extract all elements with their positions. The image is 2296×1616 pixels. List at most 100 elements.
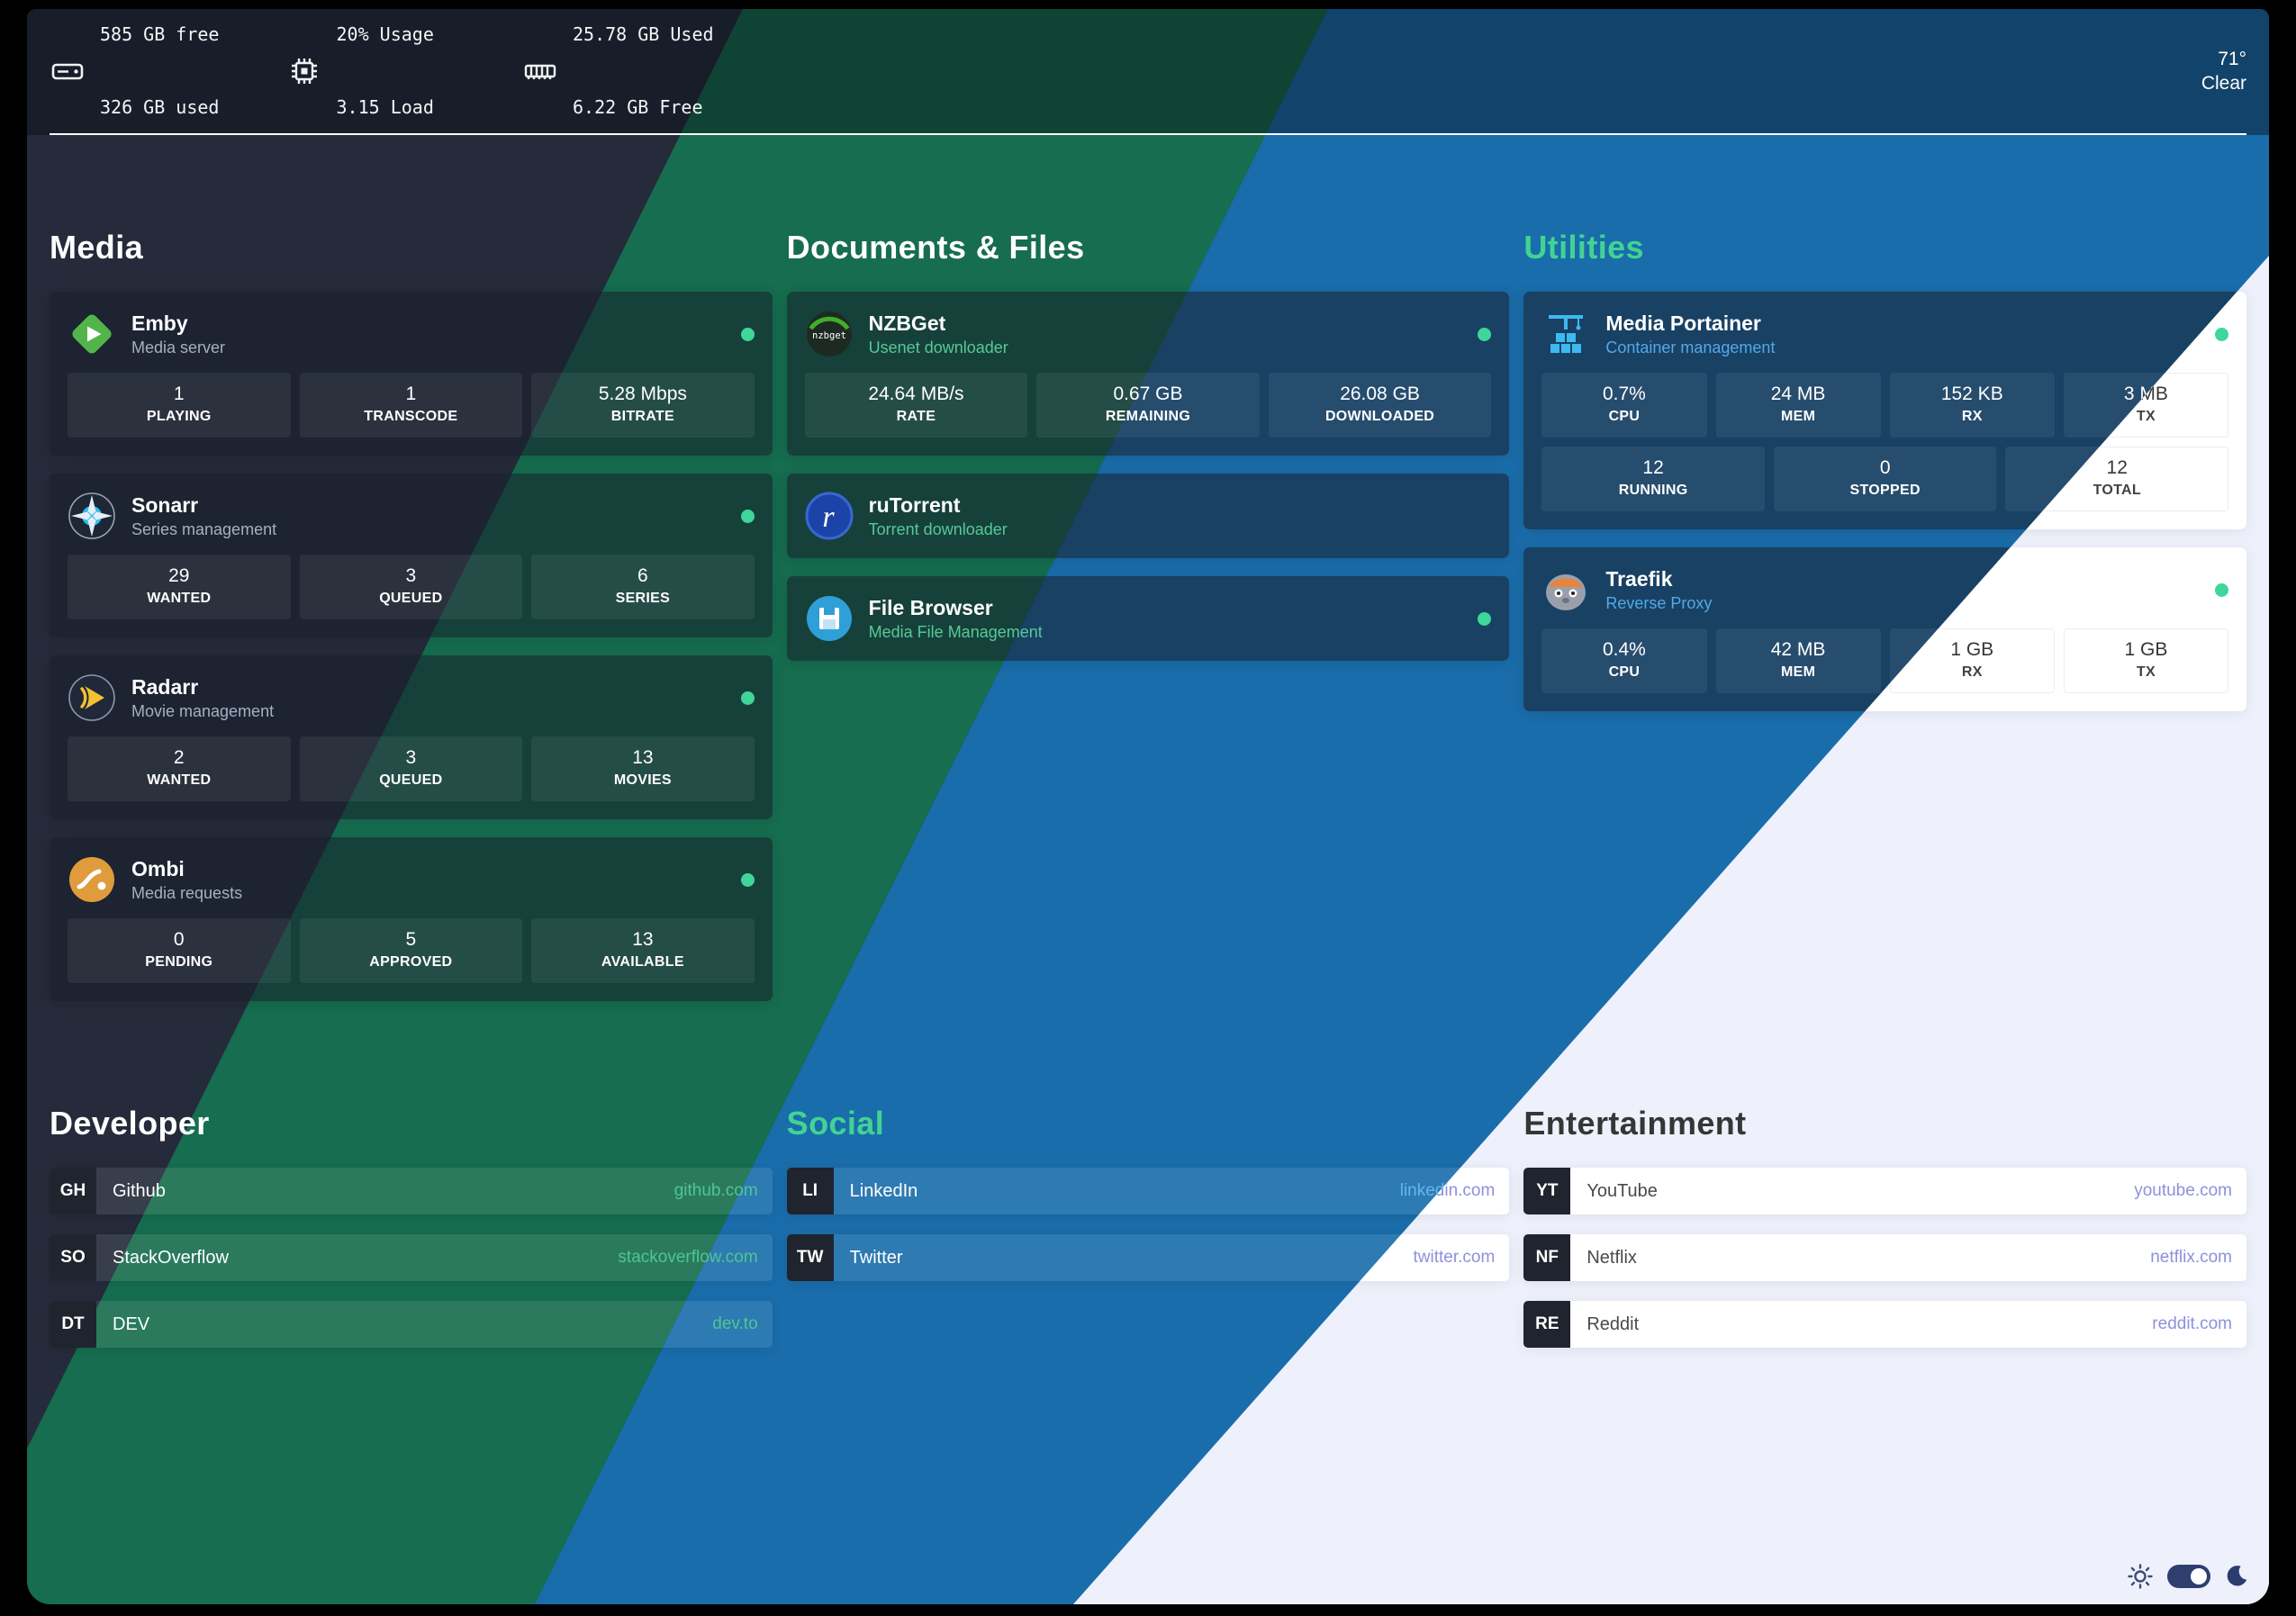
light-theme-sun-icon — [2127, 1563, 2154, 1590]
stat-label: DOWNLOADED — [1324, 409, 1435, 424]
section-documents: Documents & Files nzbget NZBGet Usenet d… — [786, 229, 1510, 679]
link-name: DEV — [113, 1314, 150, 1334]
stat-value: 0 — [173, 929, 185, 950]
service-name: Radarr — [131, 675, 199, 699]
stat-label: APPROVED — [369, 954, 453, 970]
stat-label: WANTED — [147, 591, 212, 606]
service-subtitle: Media File Management — [868, 623, 1043, 641]
stat-box: 6 SERIES — [531, 555, 755, 619]
section-title-utilities: Utilities — [1523, 229, 1644, 266]
stat-box: 13 MOVIES — [531, 736, 755, 801]
stat-box: 0.7% CPU — [1541, 373, 1707, 438]
stat-label: RX — [1961, 664, 1983, 680]
stat-box: 5.28 Mbps BITRATE — [531, 373, 755, 438]
dev-abbr-badge: DT — [50, 1301, 96, 1348]
link-netflix: NF Netflix netflix.com — [1523, 1234, 2246, 1281]
stat-value: 152 KB — [1940, 384, 2003, 404]
theme-toggle — [2167, 1565, 2210, 1588]
svg-text:nzbget: nzbget — [812, 330, 846, 341]
section-media: Media Emby Media server 1 PLAYING — [50, 229, 773, 1019]
stat-value: 1 — [405, 384, 417, 404]
status-online-dot — [740, 327, 755, 341]
stat-label: PENDING — [145, 954, 213, 970]
stat-box: 13 AVAILABLE — [531, 918, 755, 983]
cpu-usage: 20% Usage — [336, 23, 434, 45]
link-github[interactable]: GH Github github.com — [50, 1168, 773, 1214]
theme-switcher — [2127, 1563, 2249, 1590]
stat-value: 1 GB — [1950, 639, 1994, 660]
link-linkedin[interactable]: LI LinkedIn linkedin.com — [786, 1168, 1510, 1214]
stat-label: BITRATE — [610, 409, 674, 424]
section-title-media: Media — [50, 229, 144, 266]
stat-box: 152 KB RX — [1889, 373, 2055, 438]
weather-widget: 71° Clear — [2185, 47, 2246, 106]
github-abbr-badge: GH — [50, 1168, 96, 1214]
stat-label: MEM — [1780, 409, 1816, 424]
service-card-nzbget[interactable]: nzbget NZBGet Usenet downloader 24.64 MB… — [786, 292, 1510, 456]
service-card-rutorrent[interactable]: r ruTorrent Torrent downloader — [786, 474, 1510, 558]
section-title-entertainment: Entertainment — [1523, 1105, 1747, 1142]
ombi-logo-icon — [68, 855, 116, 904]
memory-stat: 25.78 GB Used 6.22 GB Free — [522, 9, 714, 168]
cpu-icon — [286, 53, 322, 89]
stat-label: RATE — [896, 409, 936, 424]
reddit-abbr-badge: RE — [1523, 1301, 1571, 1348]
service-card-sonarr[interactable]: Sonarr Series management 29 WANTED 3 QUEUE… — [50, 474, 773, 637]
stat-value: 0.7% — [1602, 384, 1646, 404]
section-title-documents: Documents & Files — [786, 229, 1085, 266]
memory-free: 6.22 GB Free — [573, 96, 703, 118]
weather-condition: Clear — [2201, 73, 2246, 94]
stat-value: 1 — [173, 384, 185, 404]
stat-value: 0 — [1879, 457, 1891, 478]
stat-label: TX — [2136, 664, 2156, 680]
stat-label: TRANSCODE — [364, 409, 458, 424]
service-name: Media Portainer — [1605, 311, 1761, 335]
link-url: github.com — [673, 1181, 758, 1200]
stat-label: STOPPED — [1849, 483, 1921, 498]
section-title-social: Social — [786, 1105, 885, 1142]
link-name: YouTube — [1586, 1180, 1658, 1201]
stat-label: CPU — [1608, 664, 1641, 680]
status-online-dot — [2215, 327, 2228, 341]
service-card-emby[interactable]: Emby Media server 1 PLAYING 1 TRANSCODE 5.… — [50, 292, 773, 456]
stat-box: 29 WANTED — [68, 555, 291, 619]
cpu-stat: 20% Usage 3.15 Load — [286, 9, 467, 168]
link-name: Twitter — [849, 1247, 903, 1268]
service-subtitle: Torrent downloader — [868, 520, 1008, 538]
stat-box: 1 PLAYING — [68, 373, 291, 438]
radarr-logo-icon — [68, 673, 116, 722]
traefik-logo-icon — [1541, 565, 1590, 614]
stat-box: 3 QUEUED — [299, 555, 523, 619]
service-name: ruTorrent — [868, 493, 961, 517]
stat-box: 0.4% CPU — [1541, 628, 1707, 693]
theme-toggle-knob — [2191, 1568, 2207, 1584]
service-card-ombi[interactable]: Ombi Media requests 0 PENDING 5 APPROVED 1… — [50, 837, 773, 1001]
rutorrent-logo-icon: r — [805, 492, 854, 540]
stat-label: QUEUED — [379, 591, 443, 606]
link-dev[interactable]: DT DEV dev.to — [50, 1301, 773, 1348]
disk-stat: 585 GB free 326 GB used — [50, 9, 231, 168]
dark-theme-moon-icon — [2224, 1564, 2249, 1589]
stat-box: 2 WANTED — [68, 736, 291, 801]
disk-used: 326 GB used — [100, 96, 220, 118]
stat-value: 5 — [405, 929, 417, 950]
stat-label: CPU — [1608, 409, 1641, 424]
stat-box: 26.08 GB DOWNLOADED — [1268, 373, 1492, 438]
stat-value: 29 — [168, 565, 190, 586]
stat-label: REMAINING — [1105, 409, 1191, 424]
service-card-radarr[interactable]: Radarr Movie management 2 WANTED 3 QUEUED … — [50, 655, 773, 819]
service-card-filebrowser[interactable]: File Browser Media File Management — [786, 576, 1510, 661]
link-stackoverflow[interactable]: SO StackOverflow stackoverflow.com — [50, 1234, 773, 1281]
stat-value: 13 — [632, 747, 654, 768]
stat-value: 24 MB — [1770, 384, 1826, 404]
service-subtitle: Reverse Proxy — [1605, 594, 1713, 612]
stat-box: 0.67 GB REMAINING — [1036, 373, 1260, 438]
status-online-dot — [740, 691, 755, 705]
stat-label: MOVIES — [613, 772, 672, 788]
service-subtitle: Series management — [131, 520, 277, 538]
stat-label: AVAILABLE — [601, 954, 684, 970]
stat-value: 5.28 Mbps — [598, 384, 687, 404]
stat-label: WANTED — [147, 772, 212, 788]
stat-value: 0.4% — [1602, 639, 1646, 660]
dashboard: 585 GB free 326 GB used 20% Usage 3.15 L… — [27, 9, 2269, 1604]
